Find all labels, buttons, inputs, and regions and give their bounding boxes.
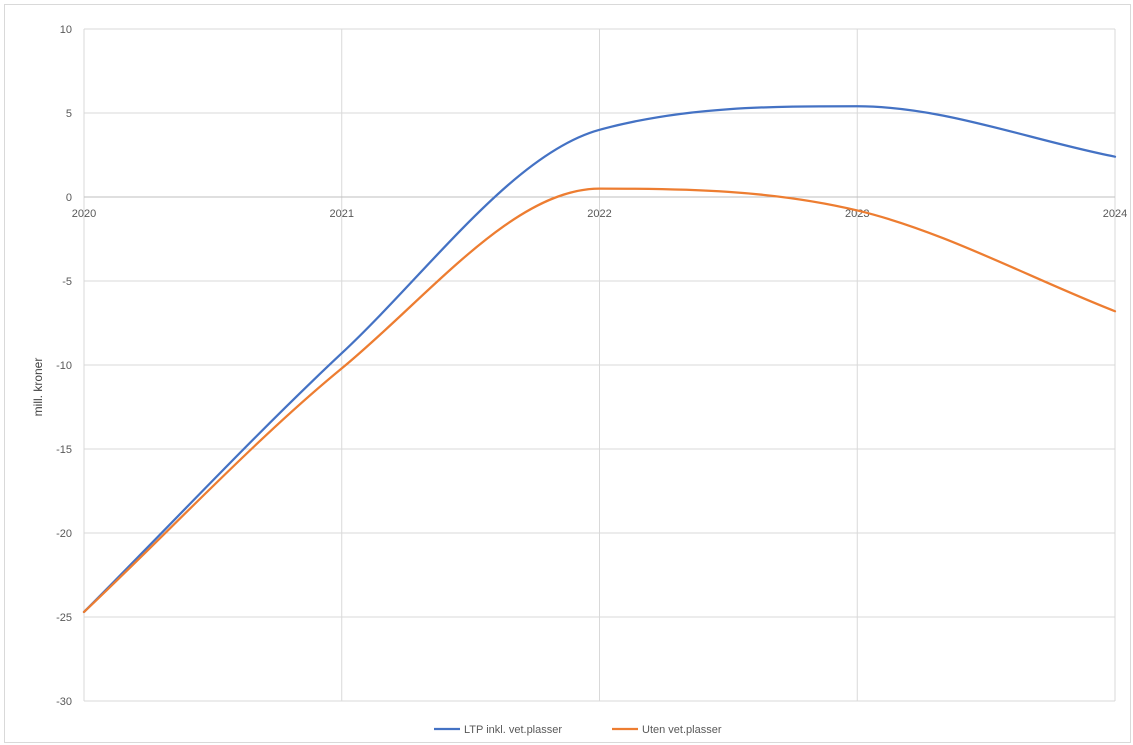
y-tick-label: -10 [56,360,72,372]
y-tick-label: -25 [56,612,72,624]
series-line-2 [82,187,1117,614]
horizontal-gridlines [84,28,1115,702]
y-tick-label: -5 [62,276,72,288]
legend-label: Uten vet.plasser [642,724,722,736]
series-line-1 [82,105,1117,614]
y-tick-labels: 10 5 0 -5 -10 -15 -20 -25 -30 [56,24,72,708]
y-axis-label: mill. kroner [31,358,45,417]
legend-label: LTP inkl. vet.plasser [464,724,562,736]
y-tick-label: -30 [56,696,72,708]
x-tick-labels: 2020 2021 2022 2023 2024 [72,208,1127,220]
x-tick-label: 2022 [587,208,611,220]
y-tick-label: 0 [66,192,72,204]
y-tick-label: -20 [56,528,72,540]
y-tick-label: -15 [56,444,72,456]
x-tick-label: 2021 [330,208,354,220]
series-lines [82,105,1117,614]
x-tick-label: 2020 [72,208,96,220]
legend: LTP inkl. vet.plasser Uten vet.plasser [434,724,722,736]
y-tick-label: 5 [66,108,72,120]
x-tick-label: 2024 [1103,208,1127,220]
y-tick-label: 10 [60,24,72,36]
chart-frame [4,4,1131,743]
